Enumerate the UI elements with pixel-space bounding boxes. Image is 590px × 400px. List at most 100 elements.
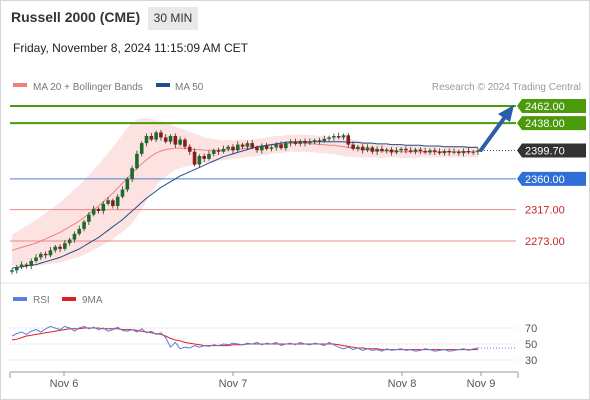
level-label: 2360.00 xyxy=(525,174,565,186)
candle xyxy=(159,129,163,141)
candle xyxy=(437,148,442,155)
candle xyxy=(370,145,375,155)
timestamp: Friday, November 8, 2024 11:15:09 AM CET xyxy=(13,41,249,55)
candle xyxy=(399,147,403,153)
level-tag-pivot: 2360.00 xyxy=(517,171,586,186)
candle xyxy=(63,239,67,251)
level-label-support: 2317.00 xyxy=(525,205,565,217)
candle xyxy=(183,137,187,150)
candle xyxy=(432,147,437,155)
candle xyxy=(284,141,288,151)
candle xyxy=(163,134,168,144)
x-tick-label: Nov 6 xyxy=(50,378,79,390)
ma20-legend-label: MA 20 + Bollinger Bands xyxy=(33,82,143,93)
candle xyxy=(106,197,110,206)
bollinger-fill xyxy=(12,118,478,266)
rsi-line xyxy=(11,325,479,352)
candle xyxy=(135,150,139,170)
candle xyxy=(336,132,341,140)
candle xyxy=(39,252,43,260)
level-label-support: 2273.00 xyxy=(525,236,565,248)
candle xyxy=(298,139,303,147)
candle xyxy=(423,147,427,155)
candle xyxy=(269,145,274,152)
candle xyxy=(211,148,216,157)
candle xyxy=(274,142,279,151)
candle xyxy=(48,247,53,258)
forecast-arrow xyxy=(479,105,514,152)
candle xyxy=(10,268,14,275)
candle xyxy=(231,144,235,154)
candle xyxy=(260,143,264,154)
candle xyxy=(72,231,77,243)
instrument-title: Russell 2000 (CME) xyxy=(11,9,141,25)
candle xyxy=(216,147,221,155)
level-label: 2438.00 xyxy=(525,118,565,130)
candle xyxy=(341,133,346,140)
candle xyxy=(466,147,471,155)
candle xyxy=(245,140,250,150)
candle xyxy=(380,145,384,153)
candle xyxy=(264,142,269,151)
ma50-legend-swatch xyxy=(156,83,170,87)
x-tick-label: Nov 7 xyxy=(219,378,248,390)
ma50-legend-label: MA 50 xyxy=(175,82,204,93)
candle xyxy=(442,149,447,156)
candle xyxy=(471,149,475,155)
ma50-line xyxy=(11,141,478,269)
arrow-head xyxy=(498,105,514,122)
candles xyxy=(10,129,480,275)
candle xyxy=(322,135,327,143)
arrow-shaft xyxy=(479,115,507,152)
level-label: 2399.70 xyxy=(525,146,565,158)
ma20-legend-swatch xyxy=(13,83,27,87)
rsi-ma-legend-label: 9MA xyxy=(82,295,103,306)
candle xyxy=(226,144,230,152)
moving-averages xyxy=(11,141,478,269)
rsi-ma-line xyxy=(11,327,478,351)
level-tag-last: 2399.70 xyxy=(517,143,586,158)
candle xyxy=(240,142,245,150)
candle xyxy=(125,177,130,193)
rsi-legend-label: RSI xyxy=(33,295,50,306)
candle xyxy=(111,198,115,209)
candle xyxy=(375,146,379,155)
candle xyxy=(207,150,211,161)
candle xyxy=(312,138,317,145)
candle xyxy=(293,138,298,146)
rsi-tick-label: 30 xyxy=(525,355,537,367)
candle xyxy=(130,165,134,183)
candle xyxy=(144,133,149,147)
candle xyxy=(351,141,355,151)
candle xyxy=(418,147,423,155)
candle xyxy=(192,148,197,167)
level-label: 2462.00 xyxy=(525,101,565,113)
candle xyxy=(255,145,259,153)
ma20-line xyxy=(11,142,478,251)
timeframe-badge[interactable]: 30 MIN xyxy=(148,7,198,30)
candle xyxy=(394,147,399,155)
candle xyxy=(34,254,38,263)
candle xyxy=(461,148,466,157)
candle xyxy=(15,264,19,274)
candle xyxy=(67,237,72,246)
candle xyxy=(476,148,480,155)
candle xyxy=(408,147,413,154)
candle xyxy=(202,153,206,163)
rsi-ma-legend-swatch xyxy=(62,297,76,301)
candle xyxy=(221,145,226,154)
candle xyxy=(96,207,101,214)
candle xyxy=(115,194,120,210)
rsi-legend-swatch xyxy=(13,297,27,301)
candle xyxy=(120,186,125,199)
candle xyxy=(365,144,370,153)
candle xyxy=(279,141,283,150)
candle xyxy=(139,141,144,157)
candle xyxy=(149,132,154,142)
candle xyxy=(356,144,360,152)
candle xyxy=(332,133,336,141)
candle xyxy=(447,148,451,156)
level-tags: 2462.00 2438.00 2399.70 2360.00 2317.00 2273.… xyxy=(517,99,586,248)
candle xyxy=(308,138,312,145)
